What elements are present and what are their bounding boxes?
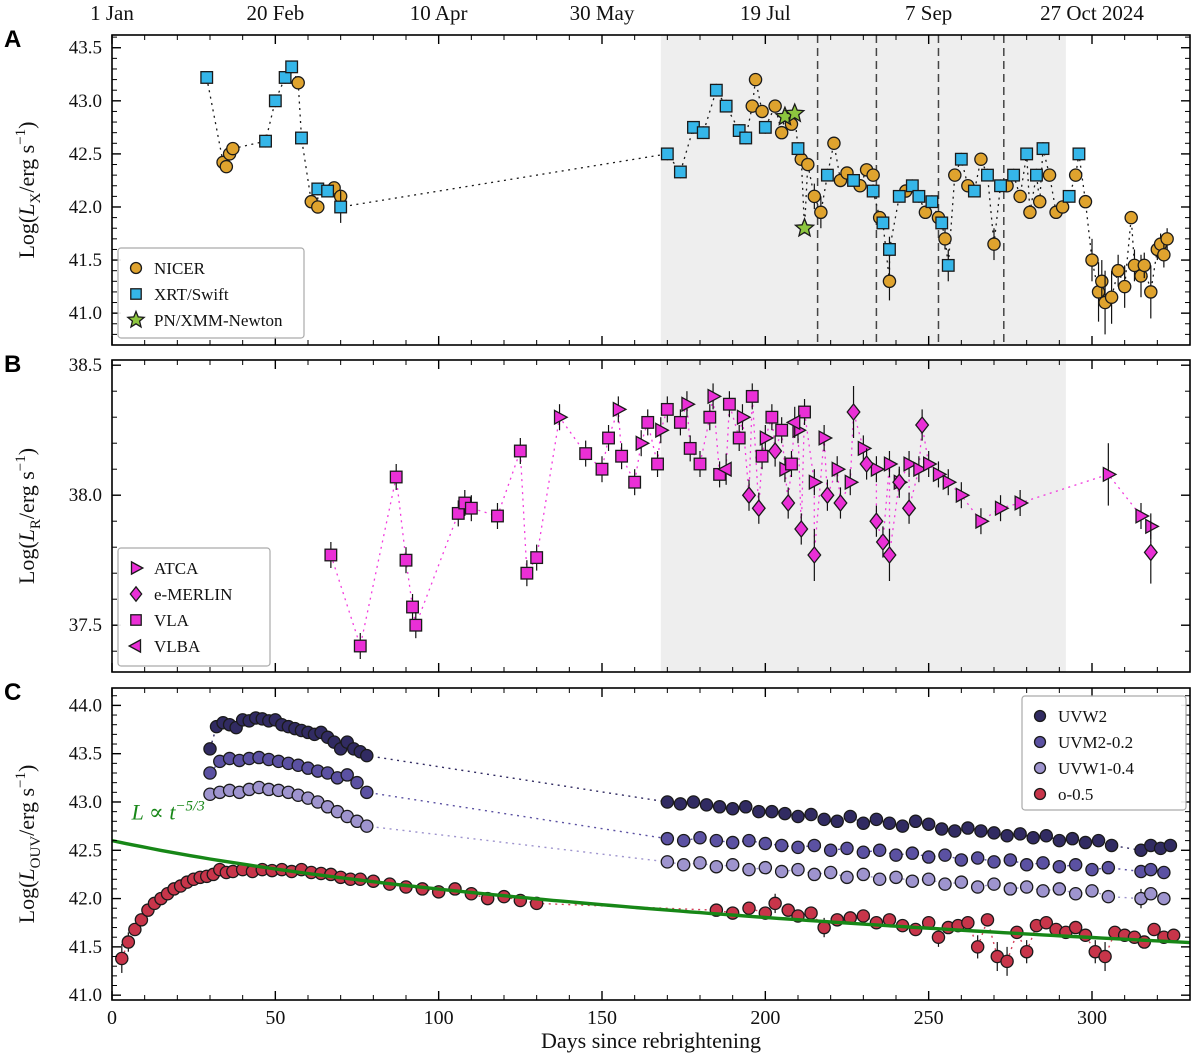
panel-border — [111, 34, 1191, 346]
x-tick-label: 250 — [914, 1007, 944, 1029]
axis-ticks: 37.5 38.0 38.5 — [69, 355, 1190, 672]
series-UVM2-0-2 — [203, 750, 1171, 880]
y-tick-label: 44.0 — [69, 695, 102, 716]
legend-label: NICER — [154, 259, 206, 278]
series-VLA — [324, 383, 811, 659]
x-tick-label: 200 — [750, 1007, 780, 1029]
y-tick-label: 42.5 — [69, 840, 102, 861]
y-tick-label: 41.5 — [69, 937, 102, 958]
series-ATCA — [553, 383, 1160, 540]
y-tick-label: 42.0 — [69, 889, 102, 910]
model-powerlaw-line — [111, 838, 1191, 945]
legend-label: VLA — [154, 611, 190, 630]
series-PN-XMM-Newton — [774, 102, 816, 238]
date-tick-label: 10 Apr — [410, 1, 468, 25]
x-tick-label: 0 — [107, 1007, 117, 1029]
y-axis-label: Log(LX/erg s−1) — [13, 121, 44, 258]
shaded-region — [660, 360, 1066, 672]
panel-letter-B: B — [4, 351, 21, 378]
panel-border — [111, 359, 1191, 673]
x-tick-label: 50 — [265, 1007, 285, 1029]
top-date-axis: 1 Jan 20 Feb 10 Apr 30 May 19 Jul 7 Sep 27 Oct… — [90, 1, 1144, 25]
panel-letter-C: C — [4, 679, 21, 706]
y-tick-label: 43.5 — [69, 744, 102, 765]
date-tick-label: 30 May — [570, 1, 635, 25]
connect-dotted-line — [121, 868, 1174, 963]
panel-C: L ∝ t−5/3 41.0 41.5 42.0 42.5 43.0 43.5 44.0 0 50… — [4, 679, 1191, 1029]
legend-box — [1021, 695, 1187, 811]
date-tick-label: 7 Sep — [905, 1, 952, 25]
y-tick-label: 41.0 — [69, 303, 102, 324]
y-tick-label: 43.0 — [69, 91, 102, 112]
y-tick-label: 37.5 — [69, 615, 102, 636]
model-annotation: L ∝ t−5/3 — [131, 798, 205, 824]
y-axis-label: Log(LOUV/erg s−1) — [13, 765, 44, 924]
axis-ticks: 41.0 41.5 42.0 42.5 43.0 43.5 — [69, 35, 1190, 346]
series-VLBA — [717, 406, 801, 485]
date-tick-label: 27 Oct 2024 — [1040, 1, 1144, 25]
x-axis-label: Days since rebrightening — [541, 1028, 761, 1053]
y-tick-label: 42.0 — [69, 197, 102, 218]
y-tick-label: 41.0 — [69, 985, 102, 1006]
series-UVW2 — [203, 711, 1178, 858]
legend-label: e-MERLIN — [154, 585, 232, 604]
connect-dotted-line — [330, 396, 1152, 649]
legend-label: UVM2-0.2 — [1058, 733, 1133, 752]
panel-border — [111, 687, 1191, 1001]
legend-label: XRT/Swift — [154, 285, 229, 304]
y-tick-label: 38.0 — [69, 485, 102, 506]
panel-letter-A: A — [4, 26, 21, 53]
legend-C: UVW2 UVM2-0.2 UVW1-0.4 o-0.5 — [1021, 695, 1187, 811]
x-tick-label: 100 — [424, 1007, 454, 1029]
legend-label: ATCA — [154, 559, 199, 578]
date-tick-label: 20 Feb — [246, 1, 304, 25]
legend-label: UVW1-0.4 — [1058, 759, 1135, 778]
legend-A: NICER XRT/Swift PN/XMM-Newton — [117, 247, 305, 339]
date-tick-label: 1 Jan — [90, 1, 134, 25]
y-tick-label: 38.5 — [69, 355, 102, 376]
series-UVW1-0-4 — [203, 780, 1171, 909]
series-XRT-Swift — [200, 60, 1086, 282]
legend-box — [117, 547, 271, 667]
series-NICER — [216, 72, 1174, 335]
y-tick-label: 43.0 — [69, 792, 102, 813]
legend-box — [117, 247, 305, 339]
legend-label: o-0.5 — [1058, 785, 1093, 804]
axis-ticks: 41.0 41.5 42.0 42.5 43.0 43.5 44.0 0 50 100 150 200… — [69, 688, 1190, 1029]
legend-label: PN/XMM-Newton — [154, 311, 283, 330]
y-axis-label: Log(LR/erg s−1) — [13, 448, 44, 584]
panel-A: 41.0 41.5 42.0 42.5 43.0 43.5 Log(LX/erg s−1) A… — [4, 26, 1191, 346]
y-tick-label: 43.5 — [69, 38, 102, 59]
series-e-MERLIN — [741, 386, 1158, 584]
panel-B: 37.5 38.0 38.5 Log(LR/erg s−1) B ATCA e-MERLIN… — [4, 351, 1191, 673]
legend-label: VLBA — [154, 637, 201, 656]
y-tick-label: 42.5 — [69, 144, 102, 165]
date-tick-label: 19 Jul — [740, 1, 791, 25]
x-tick-label: 150 — [587, 1007, 617, 1029]
legend-B: ATCA e-MERLIN VLA VLBA — [117, 547, 271, 667]
legend-label: UVW2 — [1058, 707, 1107, 726]
x-tick-label: 300 — [1077, 1007, 1107, 1029]
series-o-0-5 — [115, 862, 1181, 976]
y-tick-label: 41.5 — [69, 250, 102, 271]
